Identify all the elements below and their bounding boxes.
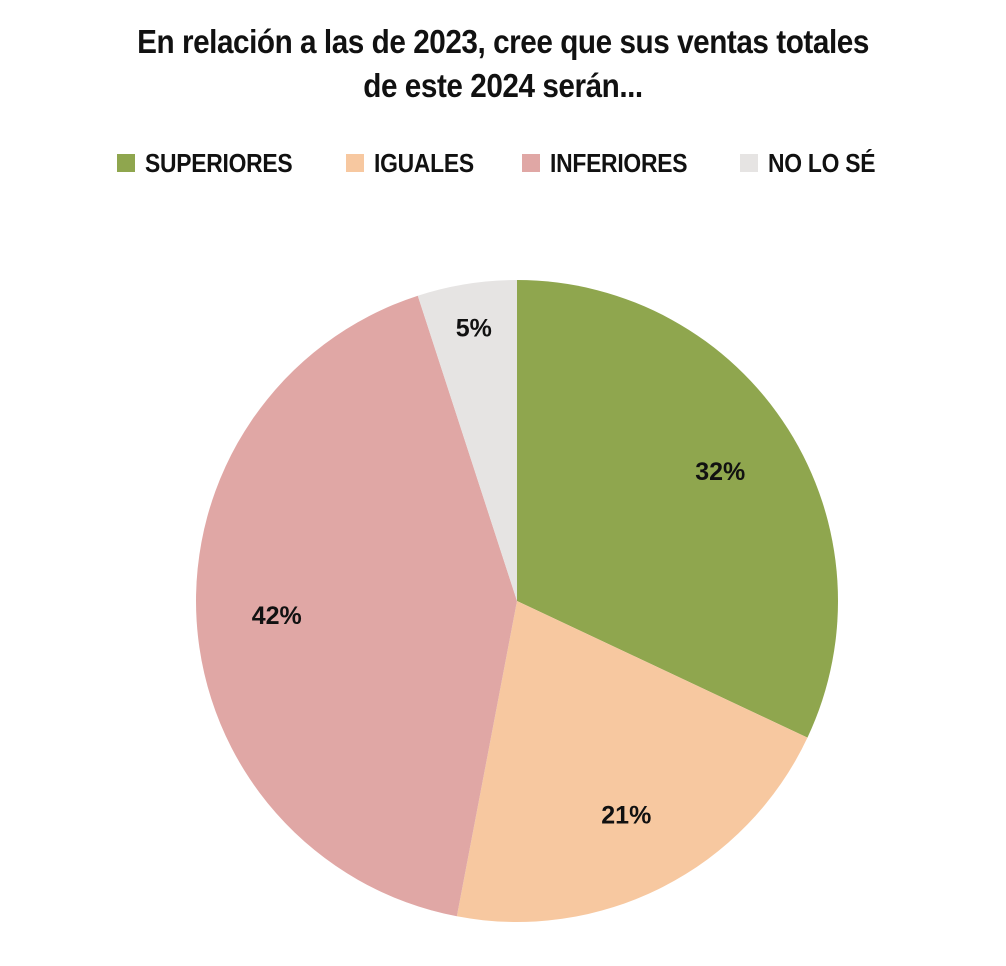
pie-slice-inferiores xyxy=(196,295,517,917)
data-label-inferiores: 42% xyxy=(252,602,302,630)
legend-swatch-iguales xyxy=(346,154,365,172)
chart-legend: SUPERIORES IGUALES INFERIORES NO LO SÉ xyxy=(0,143,1006,183)
pie-slice-iguales xyxy=(456,601,808,922)
legend-item-superiores: SUPERIORES xyxy=(116,147,313,179)
legend-label-inferiores: INFERIORES xyxy=(549,147,687,178)
pie-slice-no-lo-se xyxy=(417,280,517,601)
legend-label-superiores: SUPERIORES xyxy=(144,147,293,178)
legend-label-no-lo-se: NO LO SÉ xyxy=(767,147,875,178)
data-label-iguales: 21% xyxy=(601,802,651,830)
legend-item-no-lo-se: NO LO SÉ xyxy=(739,147,890,179)
chart-title: En relación a las de 2023, cree que sus … xyxy=(50,20,955,108)
legend-item-iguales: IGUALES xyxy=(346,148,487,179)
data-label-no-lo-se: 5% xyxy=(456,314,492,342)
legend-swatch-superiores xyxy=(116,154,135,172)
pie-slice-superiores xyxy=(517,280,839,738)
chart-title-line-2: de este 2024 serán... xyxy=(363,67,643,104)
legend-label-iguales: IGUALES xyxy=(374,147,474,178)
data-label-superiores: 32% xyxy=(695,458,745,486)
legend-swatch-no-lo-se xyxy=(739,154,758,172)
legend-item-inferiores: INFERIORES xyxy=(521,147,706,179)
legend-swatch-inferiores xyxy=(521,154,540,172)
chart-title-line-1: En relación a las de 2023, cree que sus … xyxy=(137,23,869,60)
